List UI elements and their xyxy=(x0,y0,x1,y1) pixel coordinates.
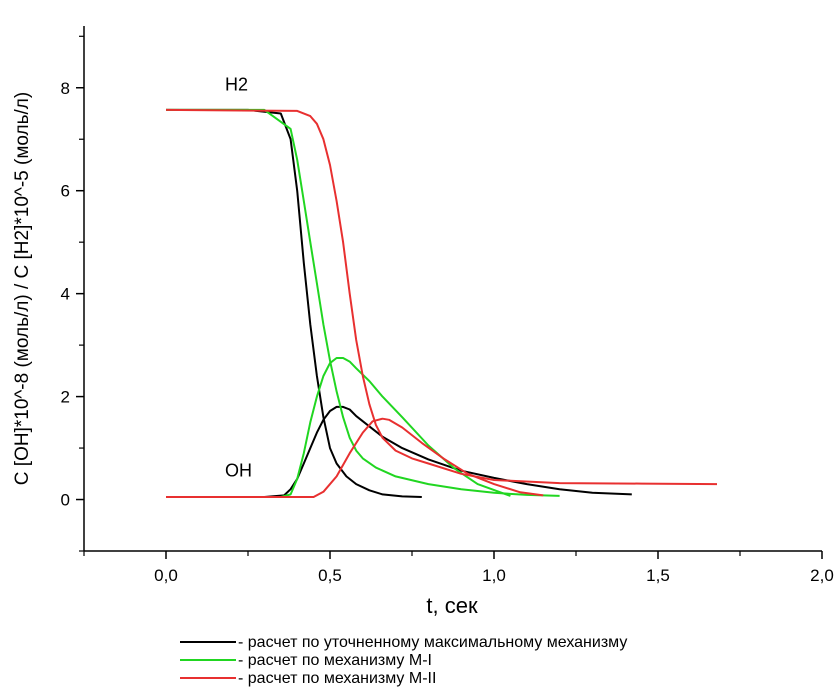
curve-annotation: H2 xyxy=(225,74,248,94)
x-tick-label: 1,5 xyxy=(646,566,670,585)
y-tick-label: 4 xyxy=(61,285,70,304)
y-tick-label: 0 xyxy=(61,491,70,510)
x-axis-title: t, сек xyxy=(426,593,478,618)
legend: - расчет по уточненному максимальному ме… xyxy=(180,634,627,687)
series-line-2-curve-1 xyxy=(166,108,560,497)
x-tick-label: 2,0 xyxy=(810,566,834,585)
tick-group: 0,0 0,5 1,0 1,5 2,0 0 2 4 6 8 xyxy=(61,35,834,585)
series-curves xyxy=(165,108,718,498)
x-tick-label: 1,0 xyxy=(482,566,506,585)
y-axis-title: C [OH]*10^-8 (моль/л) / C [H2]*10^-5 (мо… xyxy=(12,92,33,485)
series-line-2-curve-2 xyxy=(166,357,511,498)
y-tick-label: 8 xyxy=(61,79,70,98)
series-line-3-curve-2 xyxy=(166,417,544,498)
legend-label: - расчет по уточненному максимальному ме… xyxy=(238,634,627,651)
x-tick-label: 0,5 xyxy=(318,566,342,585)
axes xyxy=(83,26,822,552)
legend-label: - расчет по механизму M-I xyxy=(238,652,432,669)
curve-annotation: OH xyxy=(225,460,252,480)
legend-label: - расчет по механизму M-II xyxy=(238,670,436,687)
series-line-1-curve-1 xyxy=(166,108,422,498)
x-tick-label: 0,0 xyxy=(154,566,178,585)
series-line-3-curve-1 xyxy=(165,108,718,486)
y-tick-label: 2 xyxy=(61,388,70,407)
annotation-group: H2 OH xyxy=(225,74,252,480)
y-tick-label: 6 xyxy=(61,182,70,201)
